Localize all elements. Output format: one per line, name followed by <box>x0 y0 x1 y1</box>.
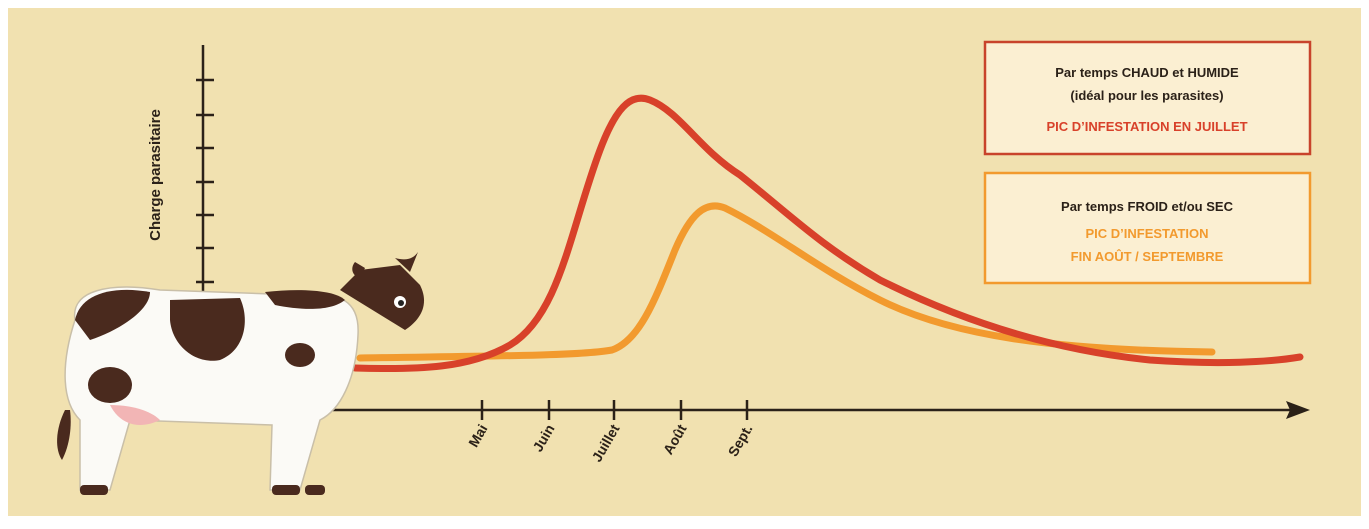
legend-note: FIN AOÛT / SEPTEMBRE <box>1071 249 1224 264</box>
legend-title: (idéal pour les parasites) <box>1070 88 1223 103</box>
infographic: Charge parasitaire MaiJuinJuilletAoûtSep… <box>0 0 1369 524</box>
legend-title: Par temps FROID et/ou SEC <box>1061 199 1234 214</box>
legend-title: Par temps CHAUD et HUMIDE <box>1055 65 1239 80</box>
legend-note: PIC D’INFESTATION EN JUILLET <box>1046 119 1247 134</box>
legend-note: PIC D’INFESTATION <box>1085 226 1208 241</box>
y-axis-label: Charge parasitaire <box>147 109 164 241</box>
page: {"axis": {"y_label": "Charge parasitaire… <box>0 0 1369 524</box>
